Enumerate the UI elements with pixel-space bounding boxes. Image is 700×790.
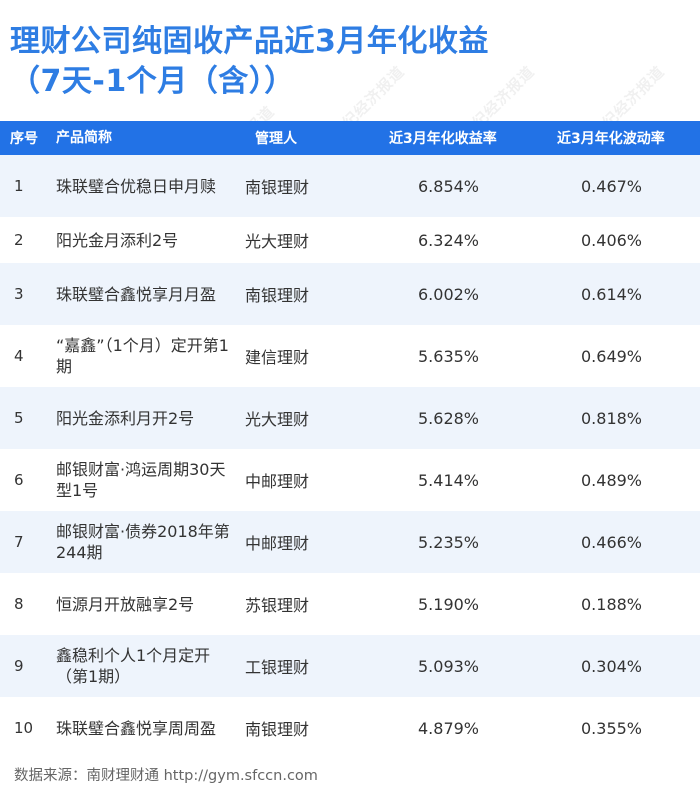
cell-volatility: 0.489% [581, 470, 643, 490]
cell-manager: 南银理财 [245, 286, 310, 305]
cell-return: 6.854% [418, 176, 480, 196]
cell-no: 7 [14, 533, 24, 551]
cell-no: 9 [14, 657, 24, 675]
header-no: 序号 [10, 131, 38, 147]
cell-manager: 工银理财 [245, 658, 310, 677]
cell-no: 10 [14, 719, 34, 737]
table-row: 8 恒源月开放融享2号 苏银理财 5.190% 0.188% [0, 573, 700, 635]
cell-return: 5.414% [418, 470, 480, 490]
cell-volatility: 0.466% [581, 532, 643, 552]
cell-return: 5.235% [418, 532, 480, 552]
cell-no: 8 [14, 595, 24, 613]
cell-volatility: 0.649% [581, 346, 643, 366]
cell-manager: 苏银理财 [245, 596, 310, 615]
cell-product-name: 珠联璧合优稳日申月赎 [56, 176, 217, 196]
cell-return: 6.002% [418, 284, 480, 304]
table-row: 7 邮银财富·债券2018年第244期 中邮理财 5.235% 0.466% [0, 511, 700, 573]
table-header: 序号 产品简称 管理人 近3月年化收益率 近3月年化波动率 [0, 121, 700, 155]
table-row: 3 珠联璧合鑫悦享月月盈 南银理财 6.002% 0.614% [0, 263, 700, 325]
cell-product-name: 鑫稳利个人1个月定开（第1期） [56, 646, 211, 686]
cell-product-name: 恒源月开放融享2号 [56, 594, 195, 614]
cell-no: 3 [14, 285, 24, 303]
cell-manager: 中邮理财 [245, 472, 310, 491]
cell-manager: 光大理财 [245, 232, 310, 251]
table-row: 9 鑫稳利个人1个月定开（第1期） 工银理财 5.093% 0.304% [0, 635, 700, 697]
cell-manager: 中邮理财 [245, 534, 310, 553]
table-row: 2 阳光金月添利2号 光大理财 6.324% 0.406% [0, 217, 700, 263]
page-title: 理财公司纯固收产品近3月年化收益 （7天-1个月（含）） [10, 22, 690, 102]
header-name: 产品简称 [56, 129, 112, 146]
cell-product-name: 珠联璧合鑫悦享月月盈 [56, 284, 217, 304]
cell-return: 5.093% [418, 656, 480, 676]
cell-no: 5 [14, 409, 24, 427]
cell-volatility: 0.304% [581, 656, 643, 676]
cell-return: 6.324% [418, 230, 480, 250]
cell-return: 5.190% [418, 594, 480, 614]
table-body: 1 珠联璧合优稳日申月赎 南银理财 6.854% 0.467% 2 阳光金月添利2号 光大理财… [0, 155, 700, 759]
table-row: 1 珠联璧合优稳日申月赎 南银理财 6.854% 0.467% [0, 155, 700, 217]
title-line-2: （7天-1个月（含）） [10, 64, 295, 99]
cell-product-name: 阳光金添利月开2号 [56, 408, 195, 428]
cell-volatility: 0.355% [581, 718, 643, 738]
cell-product-name: 珠联璧合鑫悦享周周盈 [56, 718, 217, 738]
table-row: 4 “嘉鑫”（1个月）定开第1期 建信理财 5.635% 0.649% [0, 325, 700, 387]
cell-manager: 光大理财 [245, 410, 310, 429]
cell-manager: 南银理财 [245, 720, 310, 739]
cell-volatility: 0.406% [581, 230, 643, 250]
header-return: 近3月年化收益率 [389, 131, 497, 147]
cell-no: 4 [14, 347, 24, 365]
cell-volatility: 0.614% [581, 284, 643, 304]
data-source: 数据来源：南财理财通 http://gym.sfccn.com [14, 768, 318, 784]
cell-manager: 南银理财 [245, 178, 310, 197]
cell-no: 1 [14, 177, 24, 195]
title-line-1: 理财公司纯固收产品近3月年化收益 [10, 24, 489, 59]
cell-volatility: 0.818% [581, 408, 643, 428]
cell-return: 5.628% [418, 408, 480, 428]
table-row: 6 邮银财富·鸿运周期30天型1号 中邮理财 5.414% 0.489% [0, 449, 700, 511]
cell-product-name: 阳光金月添利2号 [56, 230, 179, 250]
cell-product-name: 邮银财富·鸿运周期30天型1号 [56, 460, 226, 500]
cell-volatility: 0.188% [581, 594, 643, 614]
cell-return: 5.635% [418, 346, 480, 366]
ranking-table: 序号 产品简称 管理人 近3月年化收益率 近3月年化波动率 1 珠联璧合优稳日申月… [0, 121, 700, 759]
cell-volatility: 0.467% [581, 176, 643, 196]
header-volatility: 近3月年化波动率 [557, 131, 665, 147]
cell-product-name: “嘉鑫”（1个月）定开第1期 [56, 336, 229, 376]
cell-manager: 建信理财 [245, 348, 310, 367]
cell-no: 2 [14, 231, 24, 249]
table-row: 10 珠联璧合鑫悦享周周盈 南银理财 4.879% 0.355% [0, 697, 700, 759]
cell-no: 6 [14, 471, 24, 489]
cell-product-name: 邮银财富·债券2018年第244期 [56, 522, 230, 562]
table-row: 5 阳光金添利月开2号 光大理财 5.628% 0.818% [0, 387, 700, 449]
header-manager: 管理人 [255, 131, 297, 147]
cell-return: 4.879% [418, 718, 480, 738]
